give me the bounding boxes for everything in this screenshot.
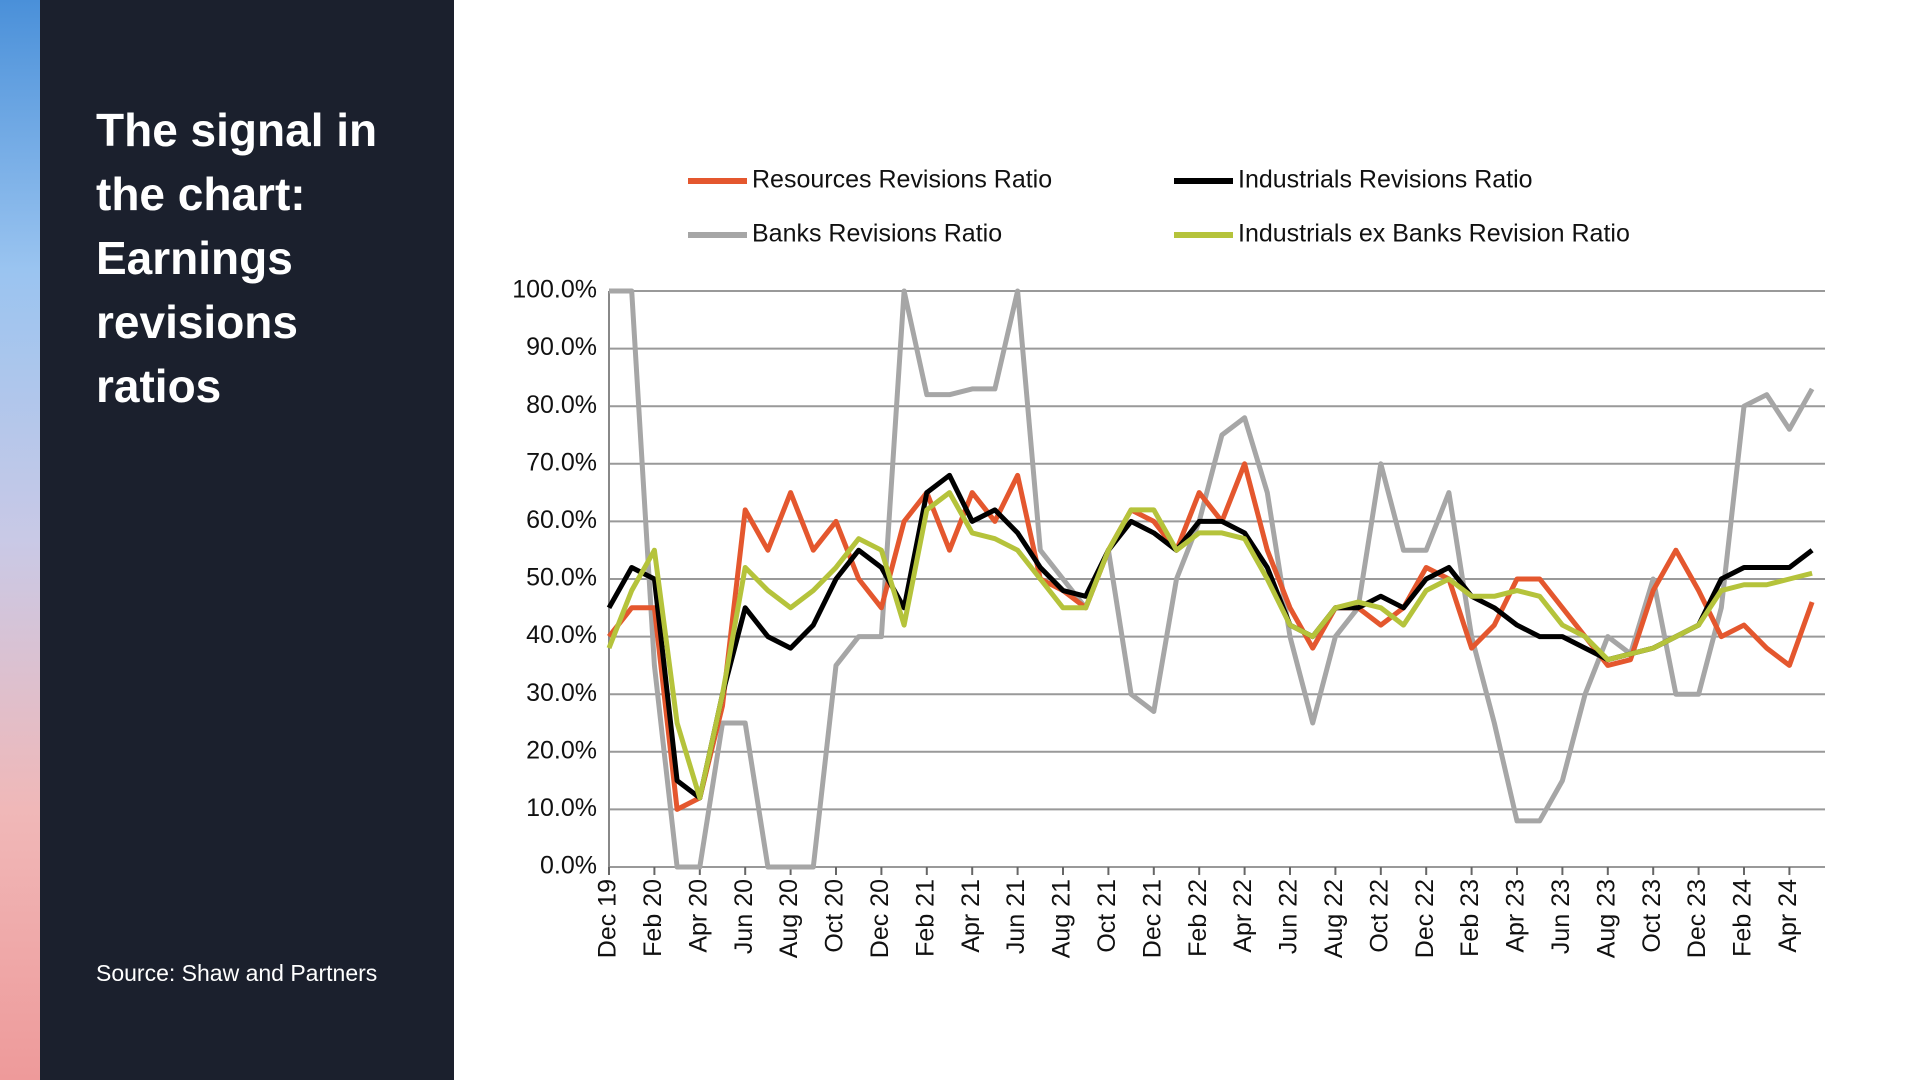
x-tick-label: Apr 21 (957, 879, 985, 953)
x-tick-label: Oct 21 (1093, 879, 1121, 953)
x-tick-label: Apr 24 (1774, 879, 1802, 953)
x-tick-label: Apr 23 (1502, 879, 1530, 953)
x-tick-label: Feb 23 (1456, 879, 1484, 957)
x-tick-label: Feb 21 (911, 879, 939, 957)
side-panel (40, 0, 454, 1080)
x-tick-label: Jun 23 (1547, 879, 1575, 954)
x-tick-label: Oct 23 (1638, 879, 1666, 953)
y-tick-label: 40.0% (526, 621, 597, 649)
x-tick-label: Dec 22 (1411, 879, 1439, 958)
series-line (607, 461, 1815, 812)
x-tick-label: Dec 19 (594, 879, 622, 958)
x-tick-label: Jun 22 (1275, 879, 1303, 954)
x-tick-label: Dec 20 (866, 879, 894, 958)
y-tick-label: 50.0% (526, 564, 597, 592)
y-tick-label: 0.0% (540, 852, 597, 880)
series-line (606, 490, 1813, 801)
slide-title: The signal in the chart: Earnings revisi… (96, 104, 378, 412)
x-tick-label: Apr 20 (684, 879, 712, 953)
x-tick-label: Aug 20 (775, 879, 803, 958)
y-tick-label: 80.0% (526, 391, 597, 419)
y-tick-label: 100.0% (512, 276, 597, 304)
x-tick-label: Aug 23 (1592, 879, 1620, 958)
y-tick-label: 70.0% (526, 448, 597, 476)
x-tick-label: Apr 22 (1229, 879, 1257, 953)
x-tick-label: Feb 22 (1184, 879, 1212, 957)
x-tick-label: Feb 24 (1729, 879, 1757, 957)
y-tick-label: 90.0% (526, 333, 597, 361)
y-tick-label: 60.0% (526, 506, 597, 534)
x-tick-label: Feb 20 (639, 879, 667, 957)
legend-label: Industrials Revisions Ratio (1238, 166, 1533, 194)
x-tick-label: Dec 23 (1683, 879, 1711, 958)
y-tick-label: 10.0% (526, 794, 597, 822)
legend-label: Resources Revisions Ratio (752, 166, 1052, 194)
x-tick-label: Oct 20 (821, 879, 849, 953)
y-tick-label: 30.0% (526, 679, 597, 707)
legend-label: Banks Revisions Ratio (752, 220, 1002, 248)
legend-label: Industrials ex Banks Revision Ratio (1238, 220, 1630, 248)
accent-stripe (0, 0, 40, 1080)
source-note: Source: Shaw and Partners (96, 960, 378, 986)
x-tick-label: Dec 21 (1138, 879, 1166, 958)
x-tick-label: Oct 22 (1365, 879, 1393, 953)
x-tick-label: Aug 22 (1320, 879, 1348, 958)
x-tick-label: Jun 20 (730, 879, 758, 954)
y-tick-label: 20.0% (526, 736, 597, 764)
x-tick-label: Jun 21 (1002, 879, 1030, 954)
series-line (609, 288, 1815, 870)
x-tick-label: Aug 21 (1048, 879, 1076, 958)
